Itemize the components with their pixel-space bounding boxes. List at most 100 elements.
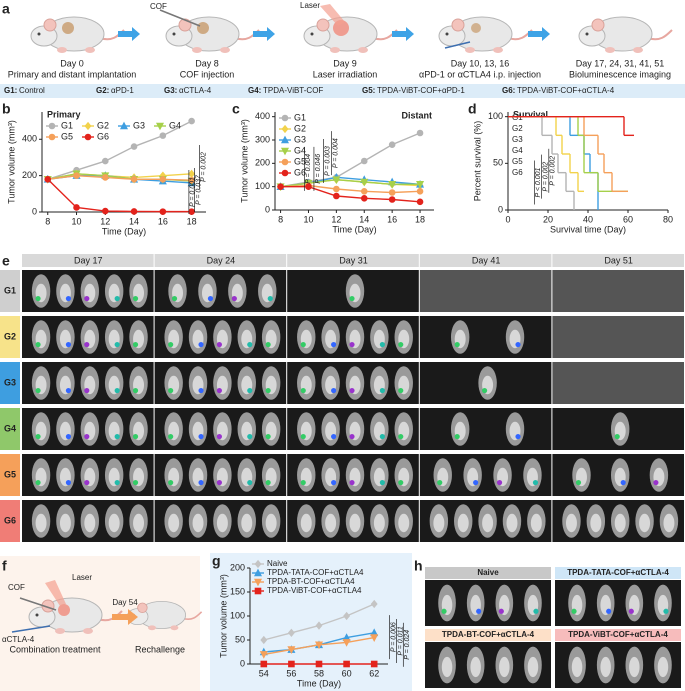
rechallenge-caption: Combination treatment xyxy=(9,644,101,654)
imaging-cell xyxy=(419,270,552,312)
bioluminescence xyxy=(663,608,669,614)
y-tick-label: 100 xyxy=(488,111,503,121)
mouse-belly xyxy=(499,656,510,678)
bioluminescence xyxy=(454,433,460,440)
bioluminescence xyxy=(533,608,539,614)
p-value: P = 0.002 xyxy=(542,162,549,192)
mouse-belly xyxy=(216,513,228,533)
bioluminescence xyxy=(35,387,41,394)
marker xyxy=(44,175,52,183)
day-header-label: Day 51 xyxy=(604,255,633,265)
legend-label: G5 xyxy=(61,131,73,141)
marker xyxy=(260,660,268,668)
mouse-belly xyxy=(373,513,385,533)
y-tick-label: 200 xyxy=(255,158,270,168)
x-tick-label: 0 xyxy=(505,214,510,224)
marker xyxy=(343,660,350,668)
mouse-belly xyxy=(629,656,640,678)
panel-label: e xyxy=(2,253,10,269)
group-header xyxy=(555,629,681,641)
legend-label: G5 xyxy=(512,157,523,166)
bioluminescence xyxy=(349,341,355,348)
rechallenge-label: αCTLA-4 xyxy=(2,635,35,644)
bioluminescence xyxy=(198,387,204,394)
bioluminescence xyxy=(300,479,306,486)
marker xyxy=(281,169,289,177)
bioluminescence xyxy=(65,433,72,440)
series-line xyxy=(280,178,421,188)
bioluminescence xyxy=(265,387,271,394)
legend-label: G3 xyxy=(133,120,145,130)
mouse-belly xyxy=(300,513,312,533)
x-tick-label: 10 xyxy=(72,216,82,226)
y-tick-label: 300 xyxy=(255,134,270,144)
bioluminescence xyxy=(398,479,404,486)
x-tick-label: 80 xyxy=(663,214,673,224)
bioluminescence xyxy=(379,433,385,440)
group-header xyxy=(425,567,551,579)
day-header xyxy=(22,254,154,267)
panel-label: b xyxy=(2,101,11,117)
legend-label: G1 xyxy=(512,113,523,122)
marker xyxy=(280,135,290,144)
marker xyxy=(84,133,92,141)
timeline-day: Day 10, 13, 16 xyxy=(451,58,510,68)
x-tick-label: 10 xyxy=(303,214,313,224)
panel-label: a xyxy=(2,1,10,17)
day-header-label: Day 24 xyxy=(207,255,236,265)
mouse-belly xyxy=(457,513,469,533)
mouse-belly xyxy=(663,513,675,533)
group-bar xyxy=(0,84,685,98)
bioluminescence xyxy=(398,433,404,440)
bioluminescence xyxy=(198,479,204,486)
p-value: P = 0.004 xyxy=(332,138,339,168)
bioluminescence xyxy=(114,341,120,348)
bioluminescence xyxy=(614,433,620,440)
series-line xyxy=(47,120,192,180)
marker xyxy=(155,122,165,131)
y-tick-label: 400 xyxy=(22,134,37,144)
bioluminescence xyxy=(331,387,337,394)
mouse-belly xyxy=(470,656,481,678)
legend-label: TPDA-TATA-COF+αCTLA4 xyxy=(267,568,364,577)
group-label: TPDA-ViBT-COF+αPD-1 xyxy=(377,86,465,95)
p-value: P = 0.006 xyxy=(390,622,397,652)
bioluminescence xyxy=(198,433,204,440)
bioluminescence xyxy=(132,341,139,348)
mouse-belly xyxy=(482,513,494,533)
y-tick-label: 100 xyxy=(255,181,270,191)
group-id: G5: xyxy=(362,86,375,95)
day-header xyxy=(154,254,287,267)
marker xyxy=(130,175,138,183)
p-value: P = 0.046 xyxy=(315,154,322,184)
x-axis-label: Time (Day) xyxy=(297,678,341,688)
day-header-label: Day 31 xyxy=(339,255,368,265)
bioluminescence xyxy=(331,479,337,486)
x-tick-label: 40 xyxy=(583,214,593,224)
bioluminescence xyxy=(84,479,90,486)
bioluminescence xyxy=(437,479,443,486)
mouse-belly xyxy=(398,513,410,533)
panel-g-background xyxy=(210,553,412,691)
group-id: G2: xyxy=(96,86,109,95)
y-tick-label: 50 xyxy=(493,158,503,168)
rechallenge-label: Laser xyxy=(72,573,92,582)
bioluminescence xyxy=(441,608,447,614)
day-header xyxy=(419,254,552,267)
marker xyxy=(259,651,268,659)
group-label-box xyxy=(0,408,20,450)
panel-label: d xyxy=(468,101,477,117)
bioluminescence xyxy=(349,479,355,486)
bioluminescence xyxy=(349,295,355,302)
bioluminescence xyxy=(265,433,271,440)
series-line xyxy=(280,184,421,194)
marker xyxy=(101,174,109,181)
x-tick-label: 14 xyxy=(359,214,369,224)
timeline-text: COF injection xyxy=(180,69,235,79)
imaging-cell xyxy=(552,270,684,312)
x-tick-label: 16 xyxy=(387,214,397,224)
x-tick-label: 20 xyxy=(543,214,553,224)
bioluminescence xyxy=(114,479,120,486)
legend-label: TPDA-ViBT-COF+αCTLA4 xyxy=(267,586,362,595)
group-label: TPDA-ViBT-COF xyxy=(263,86,323,95)
